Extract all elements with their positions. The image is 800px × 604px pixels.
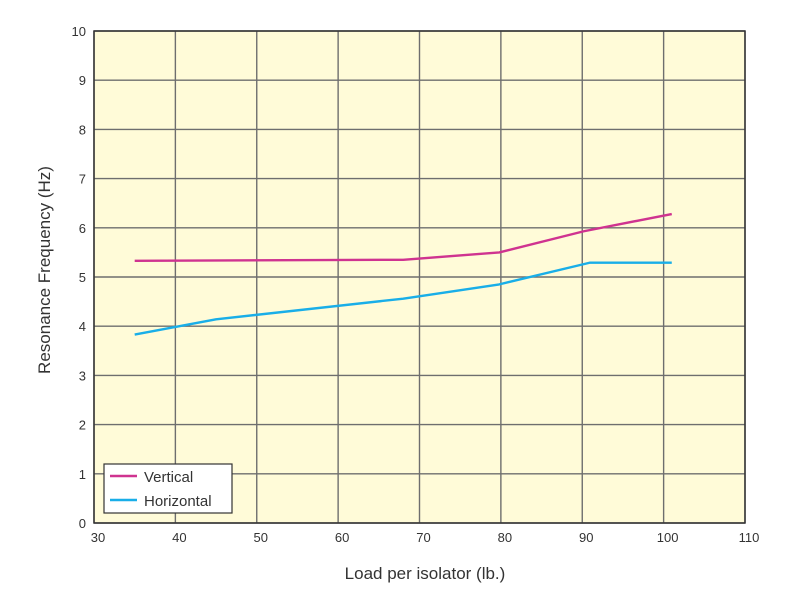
series-lines <box>134 212 672 336</box>
x-tick-label: 30 <box>91 530 105 545</box>
y-tick-label: 0 <box>79 516 86 531</box>
y-tick-label: 9 <box>79 73 86 88</box>
series-line-vertical <box>134 212 672 262</box>
y-tick-label: 10 <box>72 24 86 39</box>
x-tick-label: 90 <box>579 530 593 545</box>
legend: Vertical Horizontal <box>103 463 233 514</box>
y-tick-label: 7 <box>79 172 86 187</box>
legend-label-vertical: Vertical <box>144 469 193 486</box>
y-tick-label: 4 <box>79 319 86 334</box>
y-tick-label: 2 <box>79 418 86 433</box>
x-tick-label: 100 <box>657 530 679 545</box>
x-axis-label: Load per isolator (lb.) <box>345 564 506 583</box>
y-tick-label: 6 <box>79 221 86 236</box>
x-tick-labels: 30 40 50 60 70 80 90 100 110 <box>91 530 760 545</box>
y-tick-label: 8 <box>79 122 86 137</box>
y-tick-label: 3 <box>79 368 86 383</box>
legend-label-horizontal: Horizontal <box>144 493 212 510</box>
series-line-horizontal <box>134 261 672 336</box>
x-tick-label: 70 <box>416 530 430 545</box>
y-tick-labels: 0 1 2 3 4 5 6 7 8 9 10 <box>72 24 86 531</box>
x-tick-label: 50 <box>254 530 268 545</box>
x-tick-label: 110 <box>739 530 760 545</box>
x-tick-label: 80 <box>498 530 512 545</box>
y-tick-label: 1 <box>79 467 86 482</box>
x-tick-label: 60 <box>335 530 349 545</box>
y-tick-label: 5 <box>79 270 86 285</box>
x-tick-label: 40 <box>172 530 186 545</box>
plot-border <box>93 30 746 524</box>
legend-box <box>103 463 233 514</box>
y-axis-label: Resonance Frequency (Hz) <box>35 166 54 374</box>
